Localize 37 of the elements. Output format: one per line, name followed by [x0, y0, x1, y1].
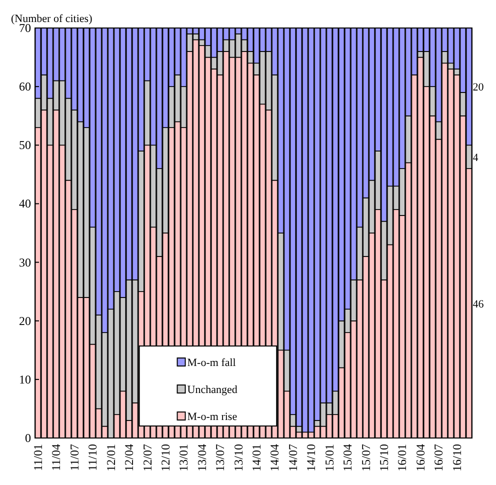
x-tick-label: 13/07: [213, 444, 228, 472]
x-tick-label: 13/10: [231, 444, 246, 472]
x-tick-label: 14/04: [268, 444, 282, 472]
y-tick-label: 30: [19, 255, 31, 270]
x-tick-label: 16/04: [413, 444, 428, 472]
x-tick-label: 15/10: [377, 444, 392, 472]
y-tick-label: 60: [19, 80, 31, 94]
y-tick-label: 50: [19, 138, 31, 152]
y-tick-label: 0: [25, 431, 31, 445]
x-tick-label: 16/07: [432, 444, 446, 472]
x-tick-label: 12/01: [104, 444, 118, 472]
x-tick-label: 15/04: [340, 444, 355, 472]
legend-label: M-o-m rise: [187, 411, 238, 423]
x-tick-label: 11/10: [86, 444, 100, 471]
x-tick-label: 11/01: [30, 444, 45, 471]
x-tick-label: 11/04: [49, 444, 64, 471]
legend-label: Unchanged: [187, 384, 238, 396]
x-tick-label: 12/10: [158, 444, 172, 472]
data-label: 46: [472, 298, 484, 310]
x-tick-label: 12/07: [140, 444, 154, 472]
x-tick-label: 12/04: [122, 444, 136, 472]
x-tick-label: 16/10: [450, 444, 464, 472]
data-label: 20: [472, 82, 484, 94]
y-tick-label: 40: [19, 196, 31, 211]
y-tick-label: 20: [19, 314, 31, 328]
data-label: 4: [472, 152, 479, 164]
legend-label: M-o-m fall: [187, 357, 236, 369]
x-tick-label: 13/04: [194, 444, 209, 472]
x-tick-label: 11/07: [67, 444, 82, 471]
x-tick-label: 14/01: [250, 444, 264, 472]
x-tick-label: 13/01: [176, 444, 191, 472]
x-tick-label: 15/07: [358, 444, 373, 472]
x-tick-label: 14/07: [286, 444, 300, 472]
x-tick-label: 16/01: [395, 444, 410, 472]
y-tick-label: 10: [19, 372, 31, 386]
x-tick-label: 14/10: [304, 444, 318, 472]
x-tick-label: 15/01: [322, 444, 336, 472]
